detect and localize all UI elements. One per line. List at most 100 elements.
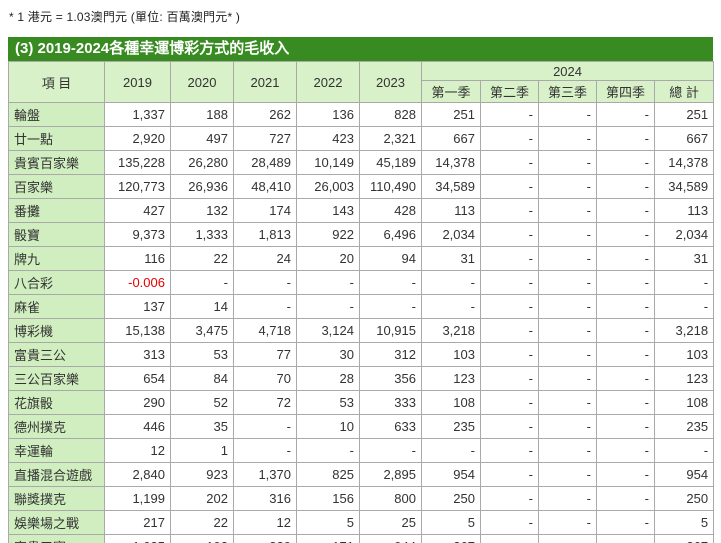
- value-cell: 5: [421, 510, 481, 535]
- value-cell: -: [233, 294, 297, 319]
- value-cell: 113: [421, 198, 481, 223]
- value-cell: 14,378: [421, 150, 481, 175]
- value-cell: 120,773: [104, 174, 171, 199]
- value-cell: 3,218: [653, 318, 715, 343]
- value-cell: 2,840: [104, 462, 171, 487]
- value-cell: 825: [296, 462, 360, 487]
- value-cell: 251: [653, 102, 715, 127]
- row-label-cell: 麻雀: [8, 294, 105, 319]
- value-cell: -: [596, 294, 655, 319]
- value-cell: 727: [233, 126, 297, 151]
- value-cell: -: [538, 438, 597, 463]
- value-cell: 6,496: [359, 222, 422, 247]
- value-cell: -: [596, 510, 655, 535]
- value-cell: 52: [170, 390, 234, 415]
- value-cell: 800: [359, 486, 422, 511]
- table-section: (3) 2019-2024各種幸運博彩方式的毛收入 項 目 2019 2020 202…: [8, 37, 715, 543]
- row-label-cell: 聯獎撲克: [8, 486, 105, 511]
- row-label-cell: 貴賓百家樂: [8, 150, 105, 175]
- value-cell: -: [421, 438, 481, 463]
- value-cell: 188: [170, 102, 234, 127]
- row-label-cell: 骰寶: [8, 222, 105, 247]
- row-label-cell: 博彩機: [8, 318, 105, 343]
- value-cell: 428: [359, 198, 422, 223]
- row-label-cell: 百家樂: [8, 174, 105, 199]
- value-cell: -: [170, 270, 234, 295]
- value-cell: -: [480, 318, 539, 343]
- table-row: 博彩機 15,138 3,475 4,718 3,124 10,915 3,218- - -3,…: [8, 318, 715, 343]
- value-cell: -: [233, 414, 297, 439]
- value-cell: 2,034: [421, 222, 481, 247]
- value-cell: 1,199: [104, 486, 171, 511]
- value-cell: -: [538, 102, 597, 127]
- value-cell: -: [653, 270, 715, 295]
- value-cell: -: [480, 126, 539, 151]
- value-cell: -: [359, 294, 422, 319]
- value-cell: -: [538, 174, 597, 199]
- table-row: 幸運輪 12 1- - - - - - - -: [8, 438, 715, 463]
- row-label-cell: 輪盤: [8, 102, 105, 127]
- value-cell: 25: [359, 510, 422, 535]
- value-cell: 123: [421, 366, 481, 391]
- value-cell: 250: [653, 486, 715, 511]
- value-cell: -: [233, 438, 297, 463]
- value-cell: 156: [296, 486, 360, 511]
- value-cell: 667: [421, 126, 481, 151]
- value-cell: 3,124: [296, 318, 360, 343]
- value-cell: 10,915: [359, 318, 422, 343]
- row-label-cell: 八合彩: [8, 270, 105, 295]
- value-cell: -: [480, 390, 539, 415]
- value-cell: 4,718: [233, 318, 297, 343]
- row-label-cell: 三公百家樂: [8, 366, 105, 391]
- value-cell: -: [538, 486, 597, 511]
- value-cell: 123: [653, 366, 715, 391]
- value-cell: 262: [233, 102, 297, 127]
- value-cell: -: [538, 510, 597, 535]
- value-cell: 313: [104, 342, 171, 367]
- value-cell: -: [596, 318, 655, 343]
- value-cell: -: [480, 414, 539, 439]
- value-cell: 1,370: [233, 462, 297, 487]
- value-cell: 113: [653, 198, 715, 223]
- value-cell: 202: [170, 486, 234, 511]
- value-cell: 3,475: [170, 318, 234, 343]
- value-cell: -: [480, 462, 539, 487]
- value-cell: 5: [653, 510, 715, 535]
- value-cell: 1,813: [233, 222, 297, 247]
- value-cell: 192: [170, 534, 234, 543]
- value-cell: 53: [296, 390, 360, 415]
- revenue-table: 項 目 2019 2020 2021 2022 2023 2024 第一季 第二季 第三季 第四季總…: [8, 61, 715, 543]
- value-cell: 26,936: [170, 174, 234, 199]
- value-cell: 2,321: [359, 126, 422, 151]
- value-cell: -: [596, 174, 655, 199]
- value-cell: 35: [170, 414, 234, 439]
- value-cell: 923: [170, 462, 234, 487]
- value-cell: -0.006: [104, 270, 171, 295]
- table-row: 番攤 427 132 174 143 428 113- - -113: [8, 198, 715, 223]
- value-cell: -: [480, 366, 539, 391]
- table-row: 牌九 116 22 24 20 94 31- - -31: [8, 246, 715, 271]
- value-cell: 28: [296, 366, 360, 391]
- value-cell: -: [359, 270, 422, 295]
- value-cell: 70: [233, 366, 297, 391]
- header-year-2019: 2019: [104, 61, 171, 103]
- table-header: 項 目 2019 2020 2021 2022 2023 2024 第一季 第二季 第三季 第四季總…: [8, 61, 715, 103]
- value-cell: 922: [296, 222, 360, 247]
- value-cell: 251: [421, 102, 481, 127]
- table-row: 富貴三寶1,035192329171944267---267: [8, 534, 715, 543]
- value-cell: -: [596, 438, 655, 463]
- table-row: 德州撲克 446 35-10 633 235- - -235: [8, 414, 715, 439]
- value-cell: 14: [170, 294, 234, 319]
- value-cell: -: [596, 486, 655, 511]
- value-cell: 954: [653, 462, 715, 487]
- value-cell: -: [596, 246, 655, 271]
- header-quarter-2: 第二季: [480, 80, 539, 103]
- value-cell: -: [296, 270, 360, 295]
- row-label-cell: 富貴三公: [8, 342, 105, 367]
- value-cell: -: [596, 366, 655, 391]
- value-cell: -: [596, 342, 655, 367]
- value-cell: 667: [653, 126, 715, 151]
- value-cell: 135,228: [104, 150, 171, 175]
- table-row: 八合彩 -0.006- - - - - - - - -: [8, 270, 715, 295]
- row-label-cell: 牌九: [8, 246, 105, 271]
